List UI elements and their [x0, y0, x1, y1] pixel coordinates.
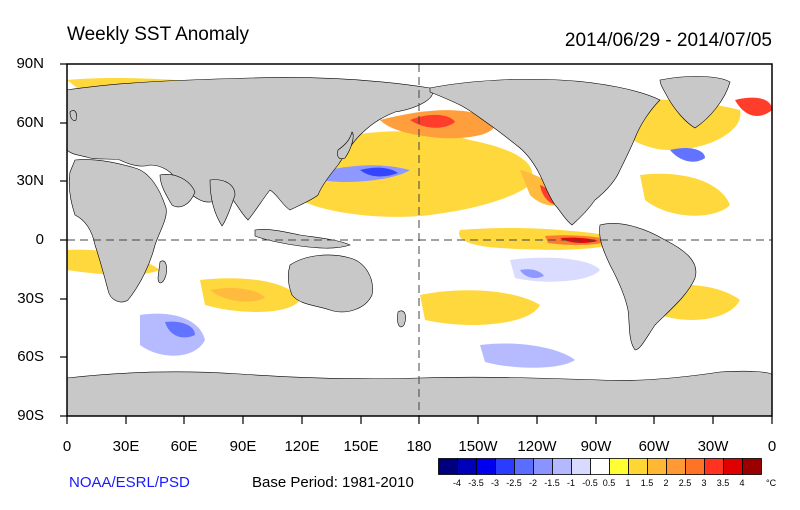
india: [209, 179, 236, 227]
colorbar-swatch: [742, 458, 762, 475]
colorbar-swatch: [723, 458, 743, 475]
lon-label-0: 0: [62, 438, 72, 455]
north-america: [429, 78, 661, 226]
japan: [337, 131, 354, 160]
colorbar-swatch: [514, 458, 534, 475]
colorbar-tick-label: 3.5: [716, 478, 730, 488]
colorbar-tick-label: 4: [739, 478, 745, 488]
colorbar-tick-label: -2: [528, 478, 537, 488]
lon-label-180: 180: [406, 438, 432, 455]
colorbar-tick-label: -0.5: [582, 478, 598, 488]
colorbar-tick-label: 2: [663, 478, 669, 488]
colorbar-swatch: [704, 458, 724, 475]
arabia: [159, 174, 196, 208]
lon-label-90w: 90W: [580, 438, 612, 455]
colorbar-tick-label: 3: [701, 478, 707, 488]
colorbar-swatch: [628, 458, 648, 475]
lon-label-120w: 120W: [517, 438, 557, 455]
lon-label-30e: 30E: [112, 438, 140, 455]
lon-ticks: [66, 416, 773, 424]
colorbar-unit: °C: [766, 478, 777, 488]
colorbar-tick-label: 1.5: [640, 478, 654, 488]
lon-label-150w: 150W: [458, 438, 498, 455]
british-isles: [69, 110, 77, 121]
lat-label-60s: 60S: [17, 348, 44, 365]
colorbar-tick-label: 2.5: [678, 478, 692, 488]
colorbar-swatch: [476, 458, 496, 475]
lon-label-60w: 60W: [638, 438, 670, 455]
new-zealand: [397, 310, 406, 328]
indonesia: [254, 229, 351, 249]
colorbar-swatch: [457, 458, 477, 475]
colorbar-tick-label: -3.5: [468, 478, 484, 488]
colorbar-swatch: [438, 458, 458, 475]
lon-label-0-east: 0: [767, 438, 777, 455]
lon-label-120e: 120E: [284, 438, 320, 455]
greenland: [659, 76, 731, 129]
lon-label-90e: 90E: [229, 438, 257, 455]
date-range: 2014/06/29 - 2014/07/05: [564, 30, 772, 51]
colorbar-tick-label: 0.5: [602, 478, 616, 488]
lat-label-60n: 60N: [16, 114, 44, 131]
colorbar: [438, 458, 762, 475]
lon-label-150e: 150E: [343, 438, 379, 455]
eurasia: [67, 77, 433, 221]
lat-label-90s: 90S: [17, 407, 44, 424]
colorbar-tick-label: -4: [452, 478, 461, 488]
lat-label-90n: 90N: [16, 55, 44, 72]
lat-label-30s: 30S: [17, 290, 44, 307]
colorbar-tick-label: -3: [490, 478, 499, 488]
lon-label-30w: 30W: [697, 438, 729, 455]
colorbar-swatch: [647, 458, 667, 475]
colorbar-swatch: [685, 458, 705, 475]
colorbar-swatch: [495, 458, 515, 475]
colorbar-swatch: [552, 458, 572, 475]
map-title: Weekly SST Anomaly: [67, 24, 249, 45]
lat-ticks: [60, 63, 67, 417]
colorbar-tick-label: -2.5: [506, 478, 522, 488]
colorbar-swatch: [590, 458, 610, 475]
lon-label-60e: 60E: [170, 438, 198, 455]
colorbar-tick-label: -1: [566, 478, 575, 488]
lat-label-0: 0: [35, 231, 44, 248]
land-masses: [67, 76, 772, 416]
colorbar-tick-label: 1: [625, 478, 631, 488]
lat-label-30n: 30N: [16, 172, 44, 189]
colorbar-swatch: [666, 458, 686, 475]
colorbar-swatch: [571, 458, 591, 475]
colorbar-tick-label: -1.5: [544, 478, 560, 488]
africa: [68, 159, 167, 303]
australia: [287, 254, 373, 313]
madagascar: [157, 260, 167, 284]
colorbar-swatch: [533, 458, 553, 475]
credit-text: NOAA/ESRL/PSD: [69, 474, 190, 491]
colorbar-swatch: [609, 458, 629, 475]
base-period-text: Base Period: 1981-2010: [252, 474, 414, 491]
